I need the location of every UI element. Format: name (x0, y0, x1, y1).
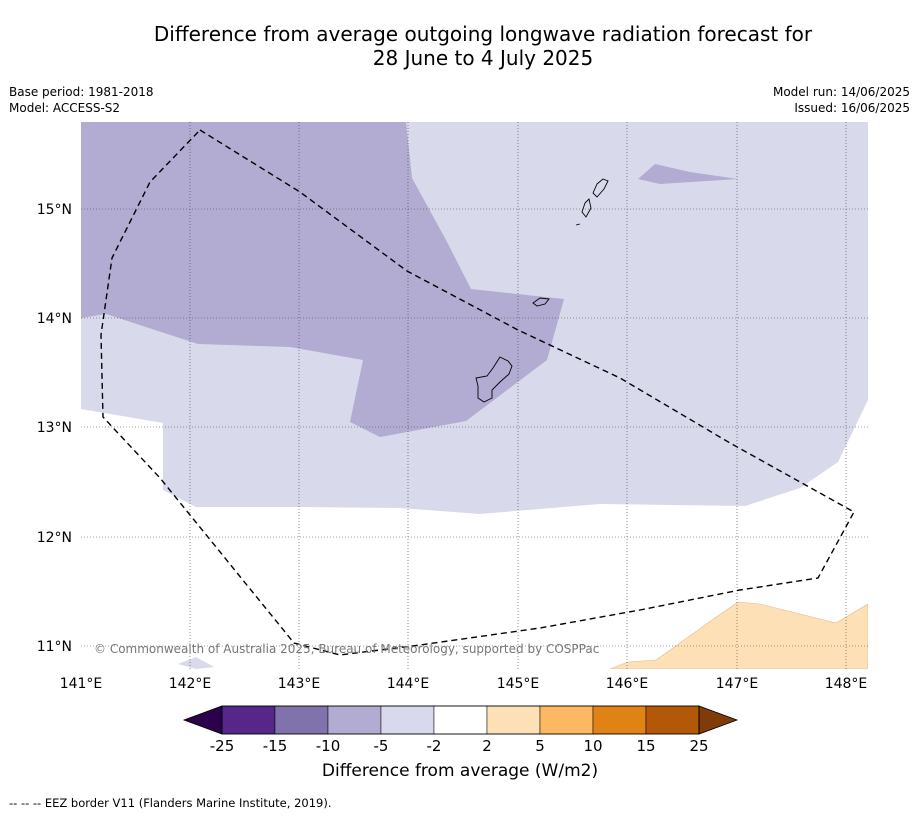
lat-label: 14°N (37, 311, 72, 327)
colorbar-label: 10 (583, 737, 602, 755)
island-rota (532, 297, 550, 307)
colorbar-label: -25 (210, 737, 235, 755)
colorbar-label: 2 (482, 737, 492, 755)
lon-label: 148°E (825, 676, 868, 692)
colorbar-label: -2 (427, 737, 442, 755)
colorbar-segment (380, 705, 435, 735)
lat-label: 11°N (37, 639, 72, 655)
meta-right: Model run: 14/06/2025 Issued: 16/06/2025 (773, 84, 910, 116)
map-title: Difference from average outgoing longwav… (60, 22, 906, 70)
colorbar-segment (539, 705, 594, 735)
anomaly-region-medium-speck (178, 657, 214, 669)
colorbar-segment (221, 705, 276, 735)
lon-label: 145°E (497, 676, 540, 692)
lat-label: 13°N (37, 420, 72, 436)
meta-left: Base period: 1981-2018 Model: ACCESS-S2 (9, 84, 154, 116)
colorbar-label: 25 (689, 737, 708, 755)
gridlines (81, 122, 868, 669)
lon-label: 141°E (60, 676, 103, 692)
colorbar: -25 -15 -10 -5 -2 2 5 10 15 25 (182, 705, 739, 755)
lon-label: 146°E (606, 676, 649, 692)
colorbar-segment (486, 705, 541, 735)
lon-label: 143°E (278, 676, 321, 692)
title-line-1: Difference from average outgoing longwav… (153, 22, 813, 46)
lat-label: 15°N (37, 202, 72, 218)
colorbar-segment (645, 705, 700, 735)
island-tinian (581, 198, 592, 218)
colorbar-title: Difference from average (W/m2) (321, 761, 599, 781)
island-saipan (592, 178, 609, 198)
anomaly-field (81, 122, 868, 669)
lon-label: 147°E (716, 676, 759, 692)
eez-border (100, 129, 855, 656)
anomaly-region-medium-small (638, 164, 738, 184)
colorbar-labels: -25 -15 -10 -5 -2 2 5 10 15 25 (210, 737, 709, 755)
colorbar-segment (433, 705, 488, 735)
anomaly-region-warm (609, 601, 868, 669)
anomaly-region-medium (81, 122, 564, 437)
island-aguijan (575, 223, 581, 226)
lon-label: 144°E (387, 676, 430, 692)
lat-label: 12°N (37, 530, 72, 546)
colorbar-segment (327, 705, 382, 735)
model-run: Model run: 14/06/2025 (772, 85, 910, 99)
issued-date: Issued: 16/06/2025 (794, 101, 910, 115)
colorbar-label: -10 (316, 737, 341, 755)
eez-footnote: -- -- -- EEZ border V11 (Flanders Marine… (9, 796, 332, 810)
colorbar-extend-low (182, 705, 223, 735)
colorbar-label: 15 (636, 737, 655, 755)
colorbar-extend-high (698, 705, 739, 735)
lat-labels: 15°N 14°N 13°N 12°N 11°N (37, 202, 72, 655)
colorbar-label: 5 (535, 737, 545, 755)
copyright-note: © Commonwealth of Australia 2025, Bureau… (94, 642, 599, 656)
title-line-2: 28 June to 4 July 2025 (372, 46, 594, 70)
lon-label: 142°E (169, 676, 212, 692)
colorbar-segment (274, 705, 329, 735)
island-guam (475, 356, 513, 403)
base-period: Base period: 1981-2018 (9, 85, 154, 99)
model-name: Model: ACCESS-S2 (9, 101, 121, 115)
colorbar-segment (592, 705, 647, 735)
colorbar-label: -5 (374, 737, 389, 755)
colorbar-outline (221, 705, 700, 735)
colorbar-label: -15 (263, 737, 288, 755)
lon-labels: 141°E 142°E 143°E 144°E 145°E 146°E 147°… (60, 676, 868, 692)
islands (475, 178, 609, 403)
